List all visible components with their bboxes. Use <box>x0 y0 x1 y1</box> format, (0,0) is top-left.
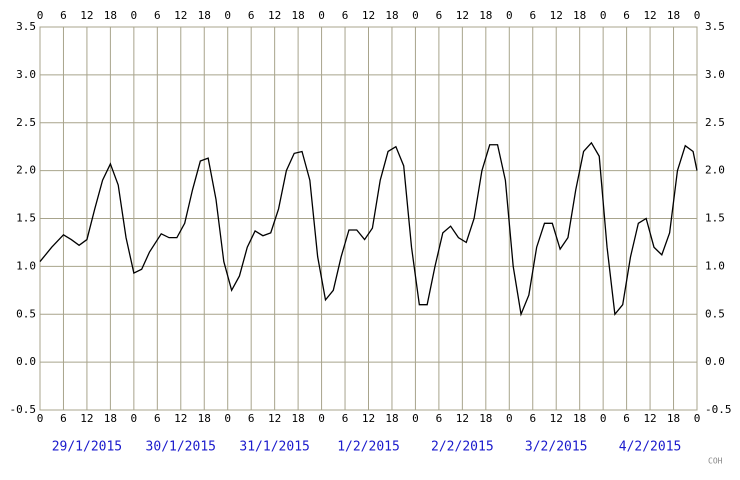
date-label: 2/2/2015 <box>431 440 494 455</box>
y-tick-label: 3.5 <box>705 20 725 33</box>
x-tick-label: 0 <box>412 9 419 22</box>
x-tick-label: 12 <box>362 412 375 425</box>
x-tick-label: 6 <box>529 9 536 22</box>
x-tick-label: 18 <box>573 9 586 22</box>
x-tick-label: 0 <box>506 412 513 425</box>
y-tick-label: 1.5 <box>705 212 725 225</box>
y-tick-label: 0.0 <box>705 355 725 368</box>
x-tick-label: 18 <box>385 9 398 22</box>
x-tick-label: 0 <box>224 412 231 425</box>
plot-frame <box>39 26 698 411</box>
x-tick-label: 18 <box>385 412 398 425</box>
x-tick-label: 0 <box>131 412 138 425</box>
y-tick-label: 1.5 <box>16 212 36 225</box>
y-tick-label: 1.0 <box>16 259 36 272</box>
date-label: 3/2/2015 <box>525 440 588 455</box>
y-tick-label: 1.0 <box>705 259 725 272</box>
x-tick-label: 0 <box>318 412 325 425</box>
x-tick-label: 12 <box>174 9 187 22</box>
x-tick-label: 6 <box>60 9 67 22</box>
x-tick-label: 0 <box>600 412 607 425</box>
x-tick-label: 6 <box>623 9 630 22</box>
date-label: 30/1/2015 <box>146 440 216 455</box>
x-tick-label: 0 <box>37 9 44 22</box>
x-tick-label: 12 <box>80 9 93 22</box>
x-tick-label: 6 <box>342 412 349 425</box>
y-tick-label: 0.0 <box>16 355 36 368</box>
x-tick-label: 0 <box>318 9 325 22</box>
x-tick-label: 18 <box>104 9 117 22</box>
y-tick-label: 0.5 <box>16 307 36 320</box>
x-tick-label: 0 <box>506 9 513 22</box>
x-tick-label: 0 <box>37 412 44 425</box>
x-tick-label: 18 <box>198 9 211 22</box>
x-tick-label: 18 <box>104 412 117 425</box>
x-tick-label: 18 <box>291 9 304 22</box>
x-tick-label: 0 <box>600 9 607 22</box>
x-tick-label: 12 <box>362 9 375 22</box>
x-tick-label: 6 <box>529 412 536 425</box>
y-tick-label: 2.5 <box>705 116 725 129</box>
x-tick-label: 18 <box>479 412 492 425</box>
x-tick-label: 6 <box>248 9 255 22</box>
x-tick-label: 18 <box>479 9 492 22</box>
x-tick-label: 6 <box>342 9 349 22</box>
x-tick-label: 6 <box>436 412 443 425</box>
date-label: 31/1/2015 <box>239 440 309 455</box>
x-tick-label: 12 <box>80 412 93 425</box>
x-tick-label: 12 <box>643 9 656 22</box>
y-tick-label: 2.0 <box>16 164 36 177</box>
x-tick-label: 12 <box>550 412 563 425</box>
y-tick-label: -0.5 <box>705 403 732 416</box>
x-tick-label: 12 <box>456 412 469 425</box>
y-tick-label: 0.5 <box>705 307 725 320</box>
tide-line <box>39 141 698 317</box>
x-tick-label: 0 <box>694 412 701 425</box>
x-tick-label: 6 <box>248 412 255 425</box>
x-tick-label: 12 <box>268 412 281 425</box>
y-tick-label: -0.5 <box>10 403 37 416</box>
date-label: 4/2/2015 <box>619 440 682 455</box>
y-tick-label: 2.0 <box>705 164 725 177</box>
date-label: 1/2/2015 <box>337 440 400 455</box>
x-tick-label: 18 <box>198 412 211 425</box>
x-tick-label: 0 <box>131 9 138 22</box>
x-tick-label: 12 <box>550 9 563 22</box>
x-tick-label: 6 <box>623 412 630 425</box>
x-tick-label: 18 <box>667 412 680 425</box>
x-tick-label: 18 <box>667 9 680 22</box>
x-tick-label: 6 <box>436 9 443 22</box>
date-label: 29/1/2015 <box>52 440 122 455</box>
x-tick-label: 0 <box>224 9 231 22</box>
x-tick-label: 12 <box>456 9 469 22</box>
x-tick-label: 18 <box>573 412 586 425</box>
x-tick-label: 12 <box>643 412 656 425</box>
x-tick-label: 6 <box>60 412 67 425</box>
x-tick-label: 18 <box>291 412 304 425</box>
credit: COH <box>708 457 723 466</box>
x-tick-label: 6 <box>154 412 161 425</box>
y-tick-label: 3.0 <box>705 68 725 81</box>
y-tick-label: 2.5 <box>16 116 36 129</box>
x-tick-label: 0 <box>412 412 419 425</box>
y-tick-label: 3.5 <box>16 20 36 33</box>
x-tick-label: 12 <box>174 412 187 425</box>
x-tick-label: 0 <box>694 9 701 22</box>
y-tick-label: 3.0 <box>16 68 36 81</box>
x-tick-label: 6 <box>154 9 161 22</box>
x-tick-label: 12 <box>268 9 281 22</box>
